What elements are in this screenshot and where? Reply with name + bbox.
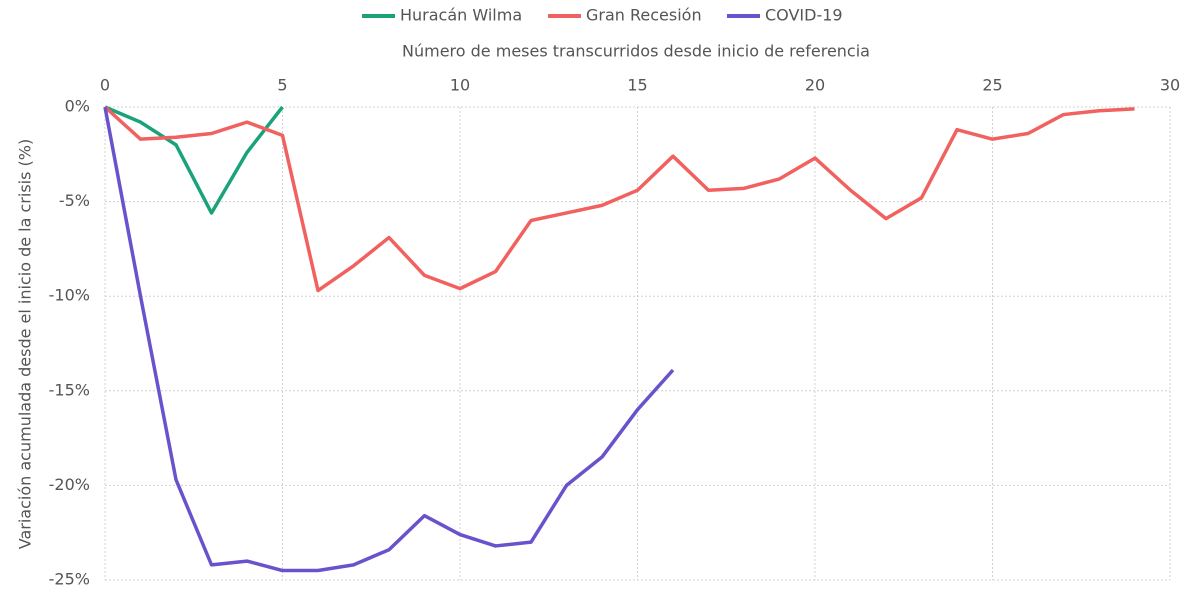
legend-label: Huracán Wilma bbox=[400, 6, 522, 25]
series-line bbox=[104, 105, 284, 215]
series-line bbox=[103, 105, 1135, 293]
y-tick-label: -10% bbox=[49, 286, 90, 305]
x-axis-title: Número de meses transcurridos desde inic… bbox=[402, 42, 870, 61]
y-axis-title: Variación acumulada desde el inicio de l… bbox=[16, 139, 35, 549]
legend-label: Gran Recesión bbox=[586, 6, 702, 25]
series-line bbox=[103, 106, 675, 573]
y-tick-label: -20% bbox=[49, 475, 90, 494]
y-tick-label: -25% bbox=[49, 570, 90, 589]
legend-label: COVID-19 bbox=[765, 6, 843, 25]
x-tick-label: 15 bbox=[627, 76, 647, 95]
y-tick-label: -5% bbox=[59, 191, 90, 210]
x-tick-label: 30 bbox=[1160, 76, 1180, 95]
y-tick-label: 0% bbox=[65, 97, 90, 116]
x-tick-label: 10 bbox=[450, 76, 470, 95]
x-tick-label: 25 bbox=[982, 76, 1002, 95]
x-tick-label: 20 bbox=[805, 76, 825, 95]
x-tick-label: 5 bbox=[277, 76, 287, 95]
x-tick-label: 0 bbox=[100, 76, 110, 95]
y-tick-label: -15% bbox=[49, 380, 90, 399]
